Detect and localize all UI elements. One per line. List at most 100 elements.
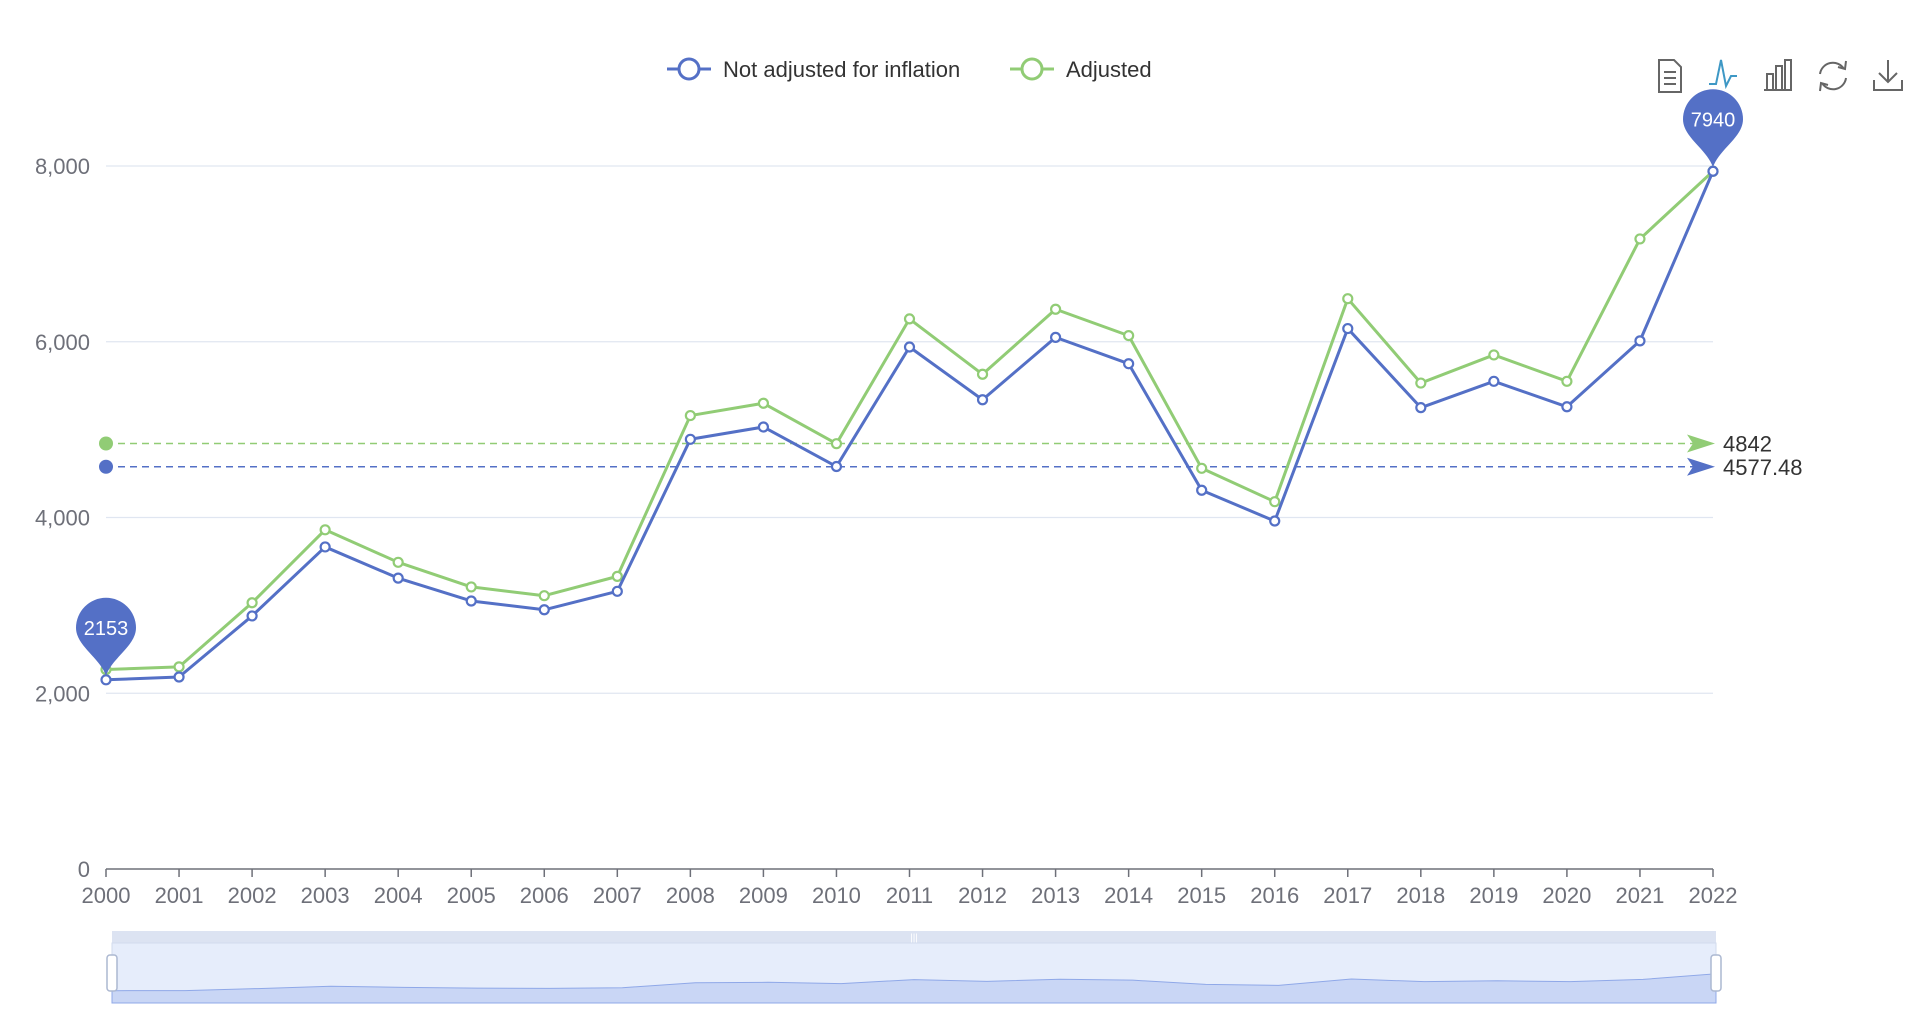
x-tick-label: 2010 bbox=[812, 883, 861, 908]
data-point[interactable] bbox=[465, 581, 477, 593]
grid-lines bbox=[106, 165, 1713, 694]
data-point[interactable] bbox=[1707, 165, 1719, 177]
data-point[interactable] bbox=[1561, 375, 1573, 387]
download-head bbox=[1878, 72, 1898, 84]
restore-arrow-bottom bbox=[1819, 81, 1829, 92]
data-point[interactable] bbox=[1415, 377, 1427, 389]
data-point[interactable] bbox=[611, 570, 623, 582]
data-zoom-left-handle[interactable] bbox=[106, 954, 118, 992]
series-lines bbox=[100, 165, 1719, 686]
x-tick-label: 2011 bbox=[886, 883, 933, 908]
data-point[interactable] bbox=[538, 590, 550, 602]
x-tick-label: 2016 bbox=[1250, 883, 1299, 908]
data-point[interactable] bbox=[1561, 401, 1573, 413]
data-point[interactable] bbox=[903, 341, 916, 353]
data-point[interactable] bbox=[830, 460, 843, 473]
mark-point-shape bbox=[76, 597, 136, 676]
x-tick-label: 2002 bbox=[228, 883, 277, 908]
data-zoom-right-handle[interactable] bbox=[1710, 954, 1722, 992]
data-point[interactable] bbox=[1123, 358, 1135, 370]
x-tick-label: 2006 bbox=[520, 883, 569, 908]
x-tick-label: 2001 bbox=[155, 883, 204, 908]
legend[interactable]: Not adjusted for inflation Adjusted bbox=[667, 57, 1152, 82]
legend-label: Not adjusted for inflation bbox=[723, 57, 960, 82]
average-line-label: 4577.48 bbox=[1723, 455, 1803, 480]
x-tick-label: 2007 bbox=[593, 883, 642, 908]
data-point[interactable] bbox=[246, 597, 258, 609]
data-point[interactable] bbox=[538, 604, 550, 616]
legend-label: Adjusted bbox=[1066, 57, 1152, 82]
data-point[interactable] bbox=[611, 585, 623, 597]
data-point[interactable] bbox=[976, 394, 989, 406]
data-point[interactable] bbox=[1196, 484, 1208, 496]
data-point[interactable] bbox=[1488, 375, 1500, 387]
data-point[interactable] bbox=[1123, 329, 1135, 342]
toolbox[interactable] bbox=[1658, 59, 1903, 93]
data-point[interactable] bbox=[976, 368, 989, 380]
x-tick-label: 2017 bbox=[1323, 883, 1372, 908]
data-point[interactable] bbox=[1634, 233, 1646, 245]
data-point[interactable] bbox=[392, 572, 404, 584]
x-tick-label: 2022 bbox=[1689, 883, 1738, 908]
mark-point-shape bbox=[1683, 89, 1743, 168]
line-chart-icon[interactable] bbox=[1709, 59, 1737, 90]
bar-chart-icon[interactable] bbox=[1764, 59, 1792, 91]
legend-item-adjusted[interactable]: Adjusted bbox=[1010, 57, 1152, 82]
data-point[interactable] bbox=[319, 524, 331, 536]
x-tick-label: 2008 bbox=[666, 883, 715, 908]
series-line bbox=[105, 170, 1715, 682]
data-point[interactable] bbox=[1634, 335, 1646, 347]
data-point[interactable] bbox=[757, 421, 770, 433]
mark-point-pin[interactable]: 7940 bbox=[1683, 89, 1743, 168]
data-point[interactable] bbox=[903, 313, 916, 325]
line-chart-glyph bbox=[1709, 59, 1737, 90]
x-tick-label: 2000 bbox=[82, 883, 131, 908]
data-point[interactable] bbox=[173, 661, 185, 673]
data-zoom-move-handle[interactable] bbox=[112, 931, 1716, 943]
data-point[interactable] bbox=[684, 433, 696, 445]
x-tick-label: 2018 bbox=[1396, 883, 1445, 908]
data-point[interactable] bbox=[392, 556, 404, 568]
download-icon[interactable] bbox=[1873, 60, 1903, 91]
data-point[interactable] bbox=[465, 595, 477, 607]
data-point[interactable] bbox=[100, 674, 112, 686]
data-point[interactable] bbox=[246, 610, 258, 622]
restore-arc-top bbox=[1819, 61, 1845, 75]
data-point[interactable] bbox=[1049, 303, 1062, 315]
legend-marker-icon bbox=[677, 57, 701, 81]
average-line-start-dot bbox=[99, 436, 113, 451]
restore-icon[interactable] bbox=[1819, 60, 1847, 92]
x-tick-label: 2013 bbox=[1031, 883, 1080, 908]
data-point[interactable] bbox=[1342, 322, 1354, 335]
axes: 0 2,000 4,000 6,000 8,000 2000 2001 2002 2003 200… bbox=[35, 154, 1738, 908]
data-point[interactable] bbox=[1269, 515, 1281, 527]
data-point[interactable] bbox=[1049, 331, 1062, 343]
data-point[interactable] bbox=[1488, 349, 1500, 361]
data-zoom-slider[interactable]: ||| bbox=[106, 931, 1722, 1004]
mark-point-label: 7940 bbox=[1691, 109, 1736, 131]
data-point[interactable] bbox=[684, 409, 696, 422]
data-point[interactable] bbox=[830, 438, 843, 450]
data-point[interactable] bbox=[1342, 293, 1354, 305]
mark-points: 2153 7940 bbox=[76, 89, 1743, 676]
data-view-icon[interactable] bbox=[1658, 59, 1682, 93]
data-point[interactable] bbox=[319, 541, 331, 553]
mark-point-label: 2153 bbox=[84, 618, 129, 640]
data-point[interactable] bbox=[1269, 496, 1281, 508]
mark-point-pin[interactable]: 2153 bbox=[76, 597, 136, 676]
bar-chart-bar bbox=[1775, 65, 1783, 91]
legend-marker-icon bbox=[1020, 57, 1044, 81]
x-tick-label: 2021 bbox=[1615, 883, 1664, 908]
data-point[interactable] bbox=[1415, 402, 1427, 414]
download-tray bbox=[1873, 80, 1903, 91]
legend-item-not-adjusted[interactable]: Not adjusted for inflation bbox=[667, 57, 960, 82]
average-line-start-dot bbox=[99, 459, 113, 474]
data-point[interactable] bbox=[173, 671, 185, 683]
series-line bbox=[105, 170, 1715, 672]
data-point[interactable] bbox=[757, 397, 770, 409]
restore-arc-bottom bbox=[1821, 77, 1847, 91]
average-line-label: 4842 bbox=[1723, 432, 1772, 457]
y-tick-label: 8,000 bbox=[35, 154, 90, 179]
data-point[interactable] bbox=[1196, 462, 1208, 474]
